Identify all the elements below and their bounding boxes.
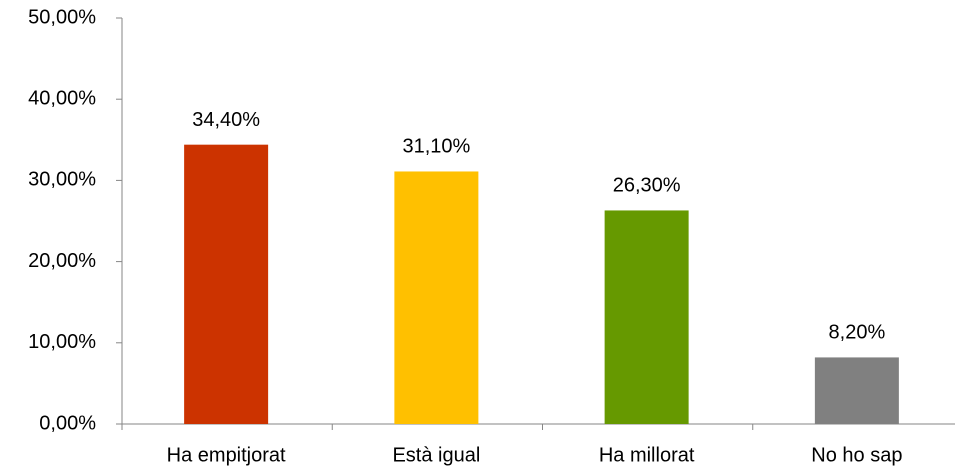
value-label: 26,30%: [613, 175, 681, 197]
y-tick-label: 10,00%: [28, 331, 96, 353]
bar: [604, 210, 689, 424]
x-tick-label: Ha millorat: [599, 444, 695, 466]
y-tick-label: 0,00%: [39, 412, 96, 434]
bar: [814, 357, 899, 424]
x-tick-label: Ha empitjorat: [167, 444, 286, 466]
bar: [184, 144, 269, 424]
y-tick-label: 20,00%: [28, 250, 96, 272]
value-label: 31,10%: [402, 136, 470, 158]
y-tick-label: 40,00%: [28, 87, 96, 109]
y-tick-label: 30,00%: [28, 169, 96, 191]
value-label: 8,20%: [829, 322, 886, 344]
y-tick-label: 50,00%: [28, 6, 96, 28]
bar: [394, 171, 479, 424]
value-label: 34,40%: [192, 109, 260, 131]
x-tick-label: No ho sap: [811, 444, 902, 466]
x-tick-label: Està igual: [392, 444, 480, 466]
